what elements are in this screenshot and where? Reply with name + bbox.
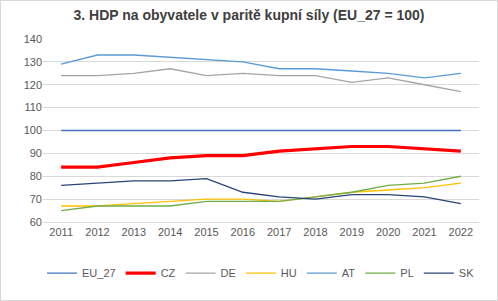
svg-text:CZ: CZ bbox=[161, 267, 176, 279]
svg-text:2018: 2018 bbox=[303, 226, 327, 238]
svg-text:120: 120 bbox=[24, 79, 42, 91]
svg-text:140: 140 bbox=[24, 33, 42, 45]
svg-text:130: 130 bbox=[24, 56, 42, 68]
svg-text:SK: SK bbox=[459, 267, 474, 279]
svg-text:80: 80 bbox=[30, 170, 42, 182]
svg-text:3. HDP na obyvatele v paritě k: 3. HDP na obyvatele v paritě kupní síly … bbox=[73, 7, 424, 23]
svg-text:2015: 2015 bbox=[194, 226, 218, 238]
svg-text:DE: DE bbox=[221, 267, 236, 279]
svg-text:EU_27: EU_27 bbox=[82, 267, 116, 279]
svg-text:AT: AT bbox=[342, 267, 356, 279]
svg-text:70: 70 bbox=[30, 193, 42, 205]
svg-text:2014: 2014 bbox=[158, 226, 182, 238]
svg-text:2016: 2016 bbox=[231, 226, 255, 238]
svg-text:2020: 2020 bbox=[376, 226, 400, 238]
svg-text:2019: 2019 bbox=[340, 226, 364, 238]
svg-text:2017: 2017 bbox=[267, 226, 291, 238]
svg-text:90: 90 bbox=[30, 147, 42, 159]
svg-text:2021: 2021 bbox=[412, 226, 436, 238]
svg-text:2022: 2022 bbox=[449, 226, 473, 238]
svg-text:2013: 2013 bbox=[122, 226, 146, 238]
svg-text:2012: 2012 bbox=[85, 226, 109, 238]
svg-text:PL: PL bbox=[400, 267, 413, 279]
svg-text:HU: HU bbox=[281, 267, 297, 279]
svg-text:2011: 2011 bbox=[49, 226, 73, 238]
svg-text:60: 60 bbox=[30, 216, 42, 228]
svg-text:110: 110 bbox=[24, 101, 42, 113]
svg-text:100: 100 bbox=[24, 124, 42, 136]
